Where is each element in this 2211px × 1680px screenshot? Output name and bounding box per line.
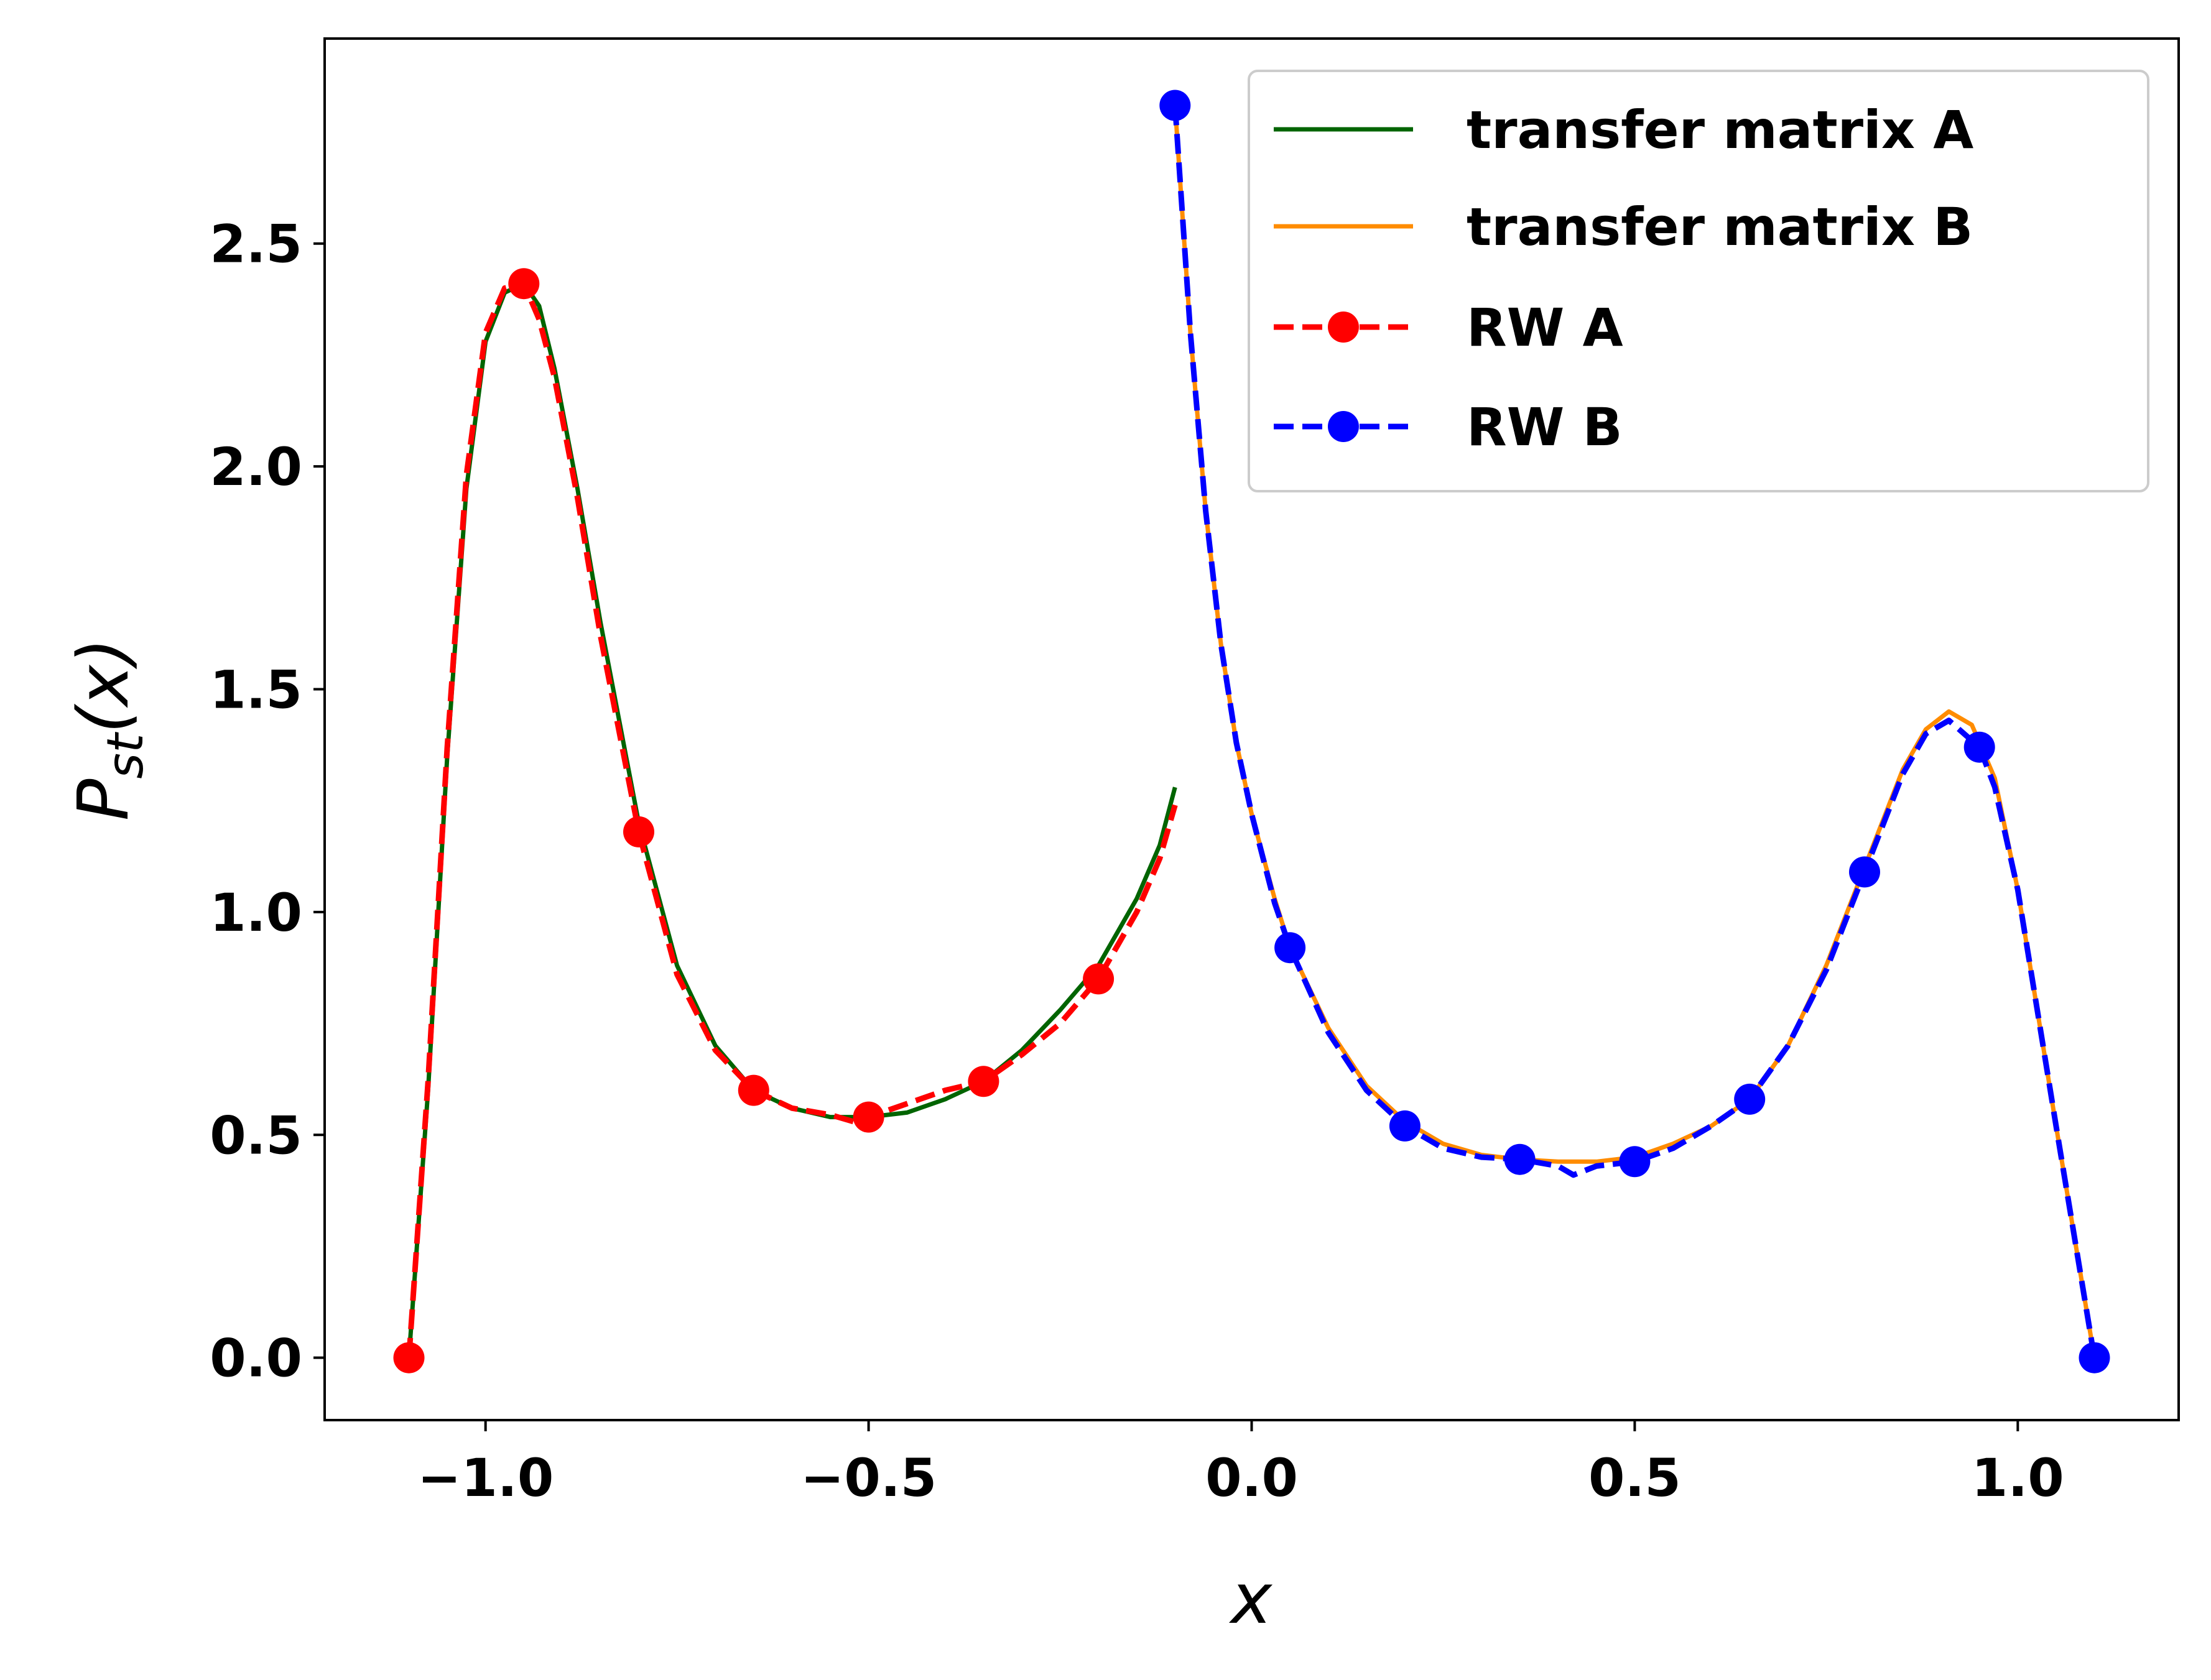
y-tick-label: 1.0	[210, 882, 302, 943]
data-point-rw-a	[393, 1342, 425, 1373]
legend-label-transfer-matrix-a: transfer matrix A	[1467, 99, 1973, 160]
data-point-rw-a	[853, 1101, 884, 1133]
data-point-rw-a	[623, 816, 654, 847]
series-line-transfer-matrix-a	[407, 281, 1177, 1358]
x-tick-label: 0.0	[1205, 1447, 1298, 1508]
data-point-rw-b	[1734, 1083, 1766, 1115]
y-tick-label: 0.0	[210, 1328, 302, 1389]
data-point-rw-a	[1083, 963, 1115, 995]
legend-box	[1248, 70, 2149, 492]
data-point-rw-a	[508, 268, 540, 300]
x-tick-label: −1.0	[417, 1447, 554, 1508]
x-axis: −1.0 −0.5 0.0 0.5 1.0	[417, 1420, 2064, 1508]
legend: transfer matrix A transfer matrix B RW A RW…	[1248, 70, 2149, 492]
y-axis-label: Pst(x)	[63, 638, 154, 821]
x-axis-label: x	[1229, 1559, 1273, 1640]
data-point-rw-b	[1159, 90, 1191, 121]
data-point-rw-a	[968, 1066, 999, 1097]
y-axis-label-subscript: st	[96, 732, 154, 779]
y-tick-label: 2.0	[210, 436, 302, 497]
data-point-rw-b	[1504, 1143, 1536, 1175]
series-line-rw-a	[406, 280, 1178, 1359]
data-point-rw-b	[1619, 1146, 1651, 1178]
legend-marker-rw-a	[1328, 312, 1359, 343]
data-point-rw-b	[2079, 1342, 2110, 1373]
y-axis-label-base: P	[63, 778, 144, 821]
plot-area	[393, 90, 2110, 1373]
y-axis: 0.0 0.5 1.0 1.5 2.0 2.5	[210, 214, 325, 1389]
series-line-transfer-matrix-b	[1172, 105, 2097, 1359]
legend-label-rw-a: RW A	[1467, 297, 1623, 358]
x-tick-label: −0.5	[800, 1447, 937, 1508]
data-point-rw-b	[1274, 932, 1306, 964]
legend-marker-rw-b	[1328, 411, 1359, 442]
legend-label-transfer-matrix-b: transfer matrix B	[1467, 196, 1973, 257]
legend-label-rw-b: RW B	[1467, 397, 1623, 458]
series-line-rw-b	[1172, 105, 2097, 1359]
y-axis-label-argument: (x)	[63, 638, 144, 734]
legend-entries: transfer matrix A transfer matrix B RW A RW…	[1274, 99, 1973, 458]
x-tick-label: 0.5	[1588, 1447, 1681, 1508]
y-tick-label: 0.5	[210, 1105, 302, 1166]
data-point-rw-a	[738, 1074, 769, 1106]
y-tick-label: 1.5	[210, 659, 302, 720]
y-tick-label: 2.5	[210, 214, 302, 275]
data-point-rw-b	[1389, 1110, 1421, 1142]
x-tick-label: 1.0	[1972, 1447, 2064, 1508]
data-point-rw-b	[1963, 731, 1995, 763]
data-point-rw-b	[1849, 856, 1880, 888]
